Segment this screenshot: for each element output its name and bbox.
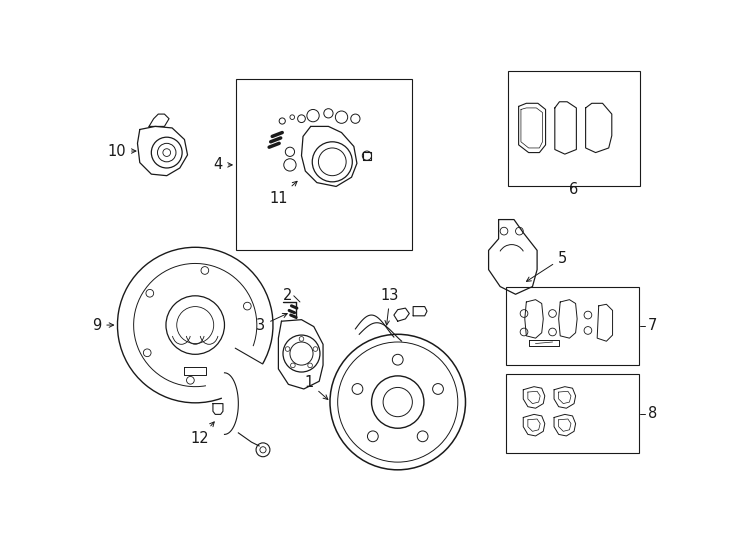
Text: 4: 4 (214, 157, 232, 172)
Text: 5: 5 (526, 251, 567, 281)
Text: 9: 9 (92, 318, 114, 333)
Text: 11: 11 (269, 181, 297, 206)
Text: 7: 7 (648, 318, 658, 333)
Bar (508, 71, 640, 186)
Text: 12: 12 (191, 422, 214, 446)
Text: 8: 8 (648, 406, 657, 421)
Text: 10: 10 (107, 144, 136, 159)
Text: 3: 3 (256, 313, 287, 333)
Text: 2: 2 (283, 288, 292, 303)
Bar (506, 374, 639, 453)
Bar (236, 79, 412, 249)
Text: 13: 13 (381, 288, 399, 325)
Text: 6: 6 (570, 182, 578, 197)
Text: 1: 1 (305, 375, 328, 400)
Bar (506, 287, 639, 365)
